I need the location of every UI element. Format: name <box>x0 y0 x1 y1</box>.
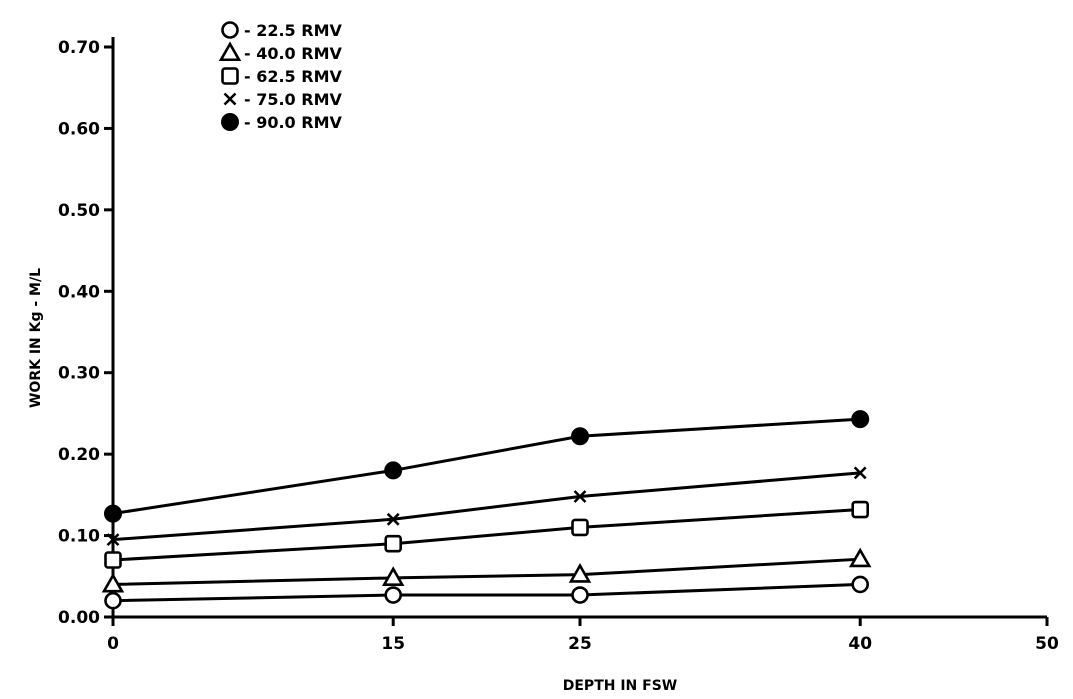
x-tick-label: 50 <box>1035 634 1059 654</box>
y-tick-label: 0.20 <box>58 445 100 465</box>
legend-marker <box>218 41 242 62</box>
data-point <box>386 512 400 526</box>
data-point <box>853 466 867 480</box>
x-marker-stroke <box>106 533 120 547</box>
x-tick-label: 40 <box>848 634 872 654</box>
x-tick-label: 15 <box>381 634 405 654</box>
series-62-5-rmv <box>104 500 870 569</box>
ticks: 0.00 0.10 0.20 0.30 0.40 0.50 0.60 0.70 0 15 25 40 5… <box>58 38 1059 654</box>
x-marker-stroke <box>573 490 587 503</box>
legend-marker <box>221 67 239 85</box>
y-tick-label: 0.50 <box>58 201 100 221</box>
data-point <box>851 500 870 519</box>
data-point <box>851 410 870 429</box>
y-tick-label: 0.70 <box>58 38 100 58</box>
series-line <box>112 508 861 562</box>
series-line <box>112 557 861 586</box>
data-point <box>381 566 405 586</box>
y-tick-label: 0.40 <box>58 282 100 302</box>
legend-label: - 62.5 RMV <box>244 67 343 86</box>
data-point <box>571 427 589 446</box>
x-marker-stroke <box>223 92 237 106</box>
data-point <box>571 518 589 537</box>
legend-entry: - 90.0 RMV <box>221 113 343 132</box>
data-point <box>384 586 403 604</box>
y-tick-label: 0.30 <box>58 364 100 384</box>
series-90-0-rmv <box>104 410 870 523</box>
legend-entry: - 40.0 RMV <box>218 41 343 63</box>
legend-entry: - 22.5 RMV <box>221 21 343 40</box>
legend-marker <box>223 92 237 106</box>
legend-entry: - 62.5 RMV <box>221 67 343 86</box>
legend-label: - 75.0 RMV <box>244 90 343 109</box>
legend-label: - 22.5 RMV <box>244 21 343 40</box>
y-tick-label: 0.00 <box>58 608 100 628</box>
data-point <box>571 586 589 604</box>
data-point <box>384 461 403 480</box>
series-line <box>112 417 861 516</box>
legend-entry: - 75.0 RMV <box>223 90 343 109</box>
series-line <box>112 471 861 542</box>
data-point <box>568 563 592 583</box>
legend-marker <box>221 113 239 131</box>
data-point <box>101 572 125 593</box>
series-22-5-rmv <box>104 575 870 610</box>
data-point <box>384 534 403 553</box>
legend: - 22.5 RMV - 40.0 RMV - 62.5 RMV - 75.0 RMV… <box>218 21 343 132</box>
x-marker-stroke <box>386 512 400 526</box>
data-point <box>104 551 122 569</box>
series-layer <box>101 410 872 610</box>
data-point <box>104 504 122 523</box>
data-point <box>851 575 870 594</box>
series-75-0-rmv <box>106 466 867 547</box>
x-tick-label: 25 <box>568 634 592 654</box>
legend-label: - 40.0 RMV <box>244 44 343 63</box>
x-marker-stroke <box>853 466 867 480</box>
legend-marker <box>221 21 239 39</box>
y-tick-label: 0.10 <box>58 527 100 547</box>
data-point <box>106 533 120 547</box>
data-point <box>104 591 122 610</box>
data-point <box>573 490 587 503</box>
legend-label: - 90.0 RMV <box>244 113 343 132</box>
x-axis-title: DEPTH IN FSW <box>563 678 677 694</box>
data-point <box>848 547 872 568</box>
series-40-0-rmv <box>101 547 872 593</box>
x-tick-label: 0 <box>107 634 119 654</box>
y-axis-title: WORK IN Kg - M/L <box>28 268 44 408</box>
y-tick-label: 0.60 <box>58 119 100 139</box>
series-line <box>112 582 861 603</box>
